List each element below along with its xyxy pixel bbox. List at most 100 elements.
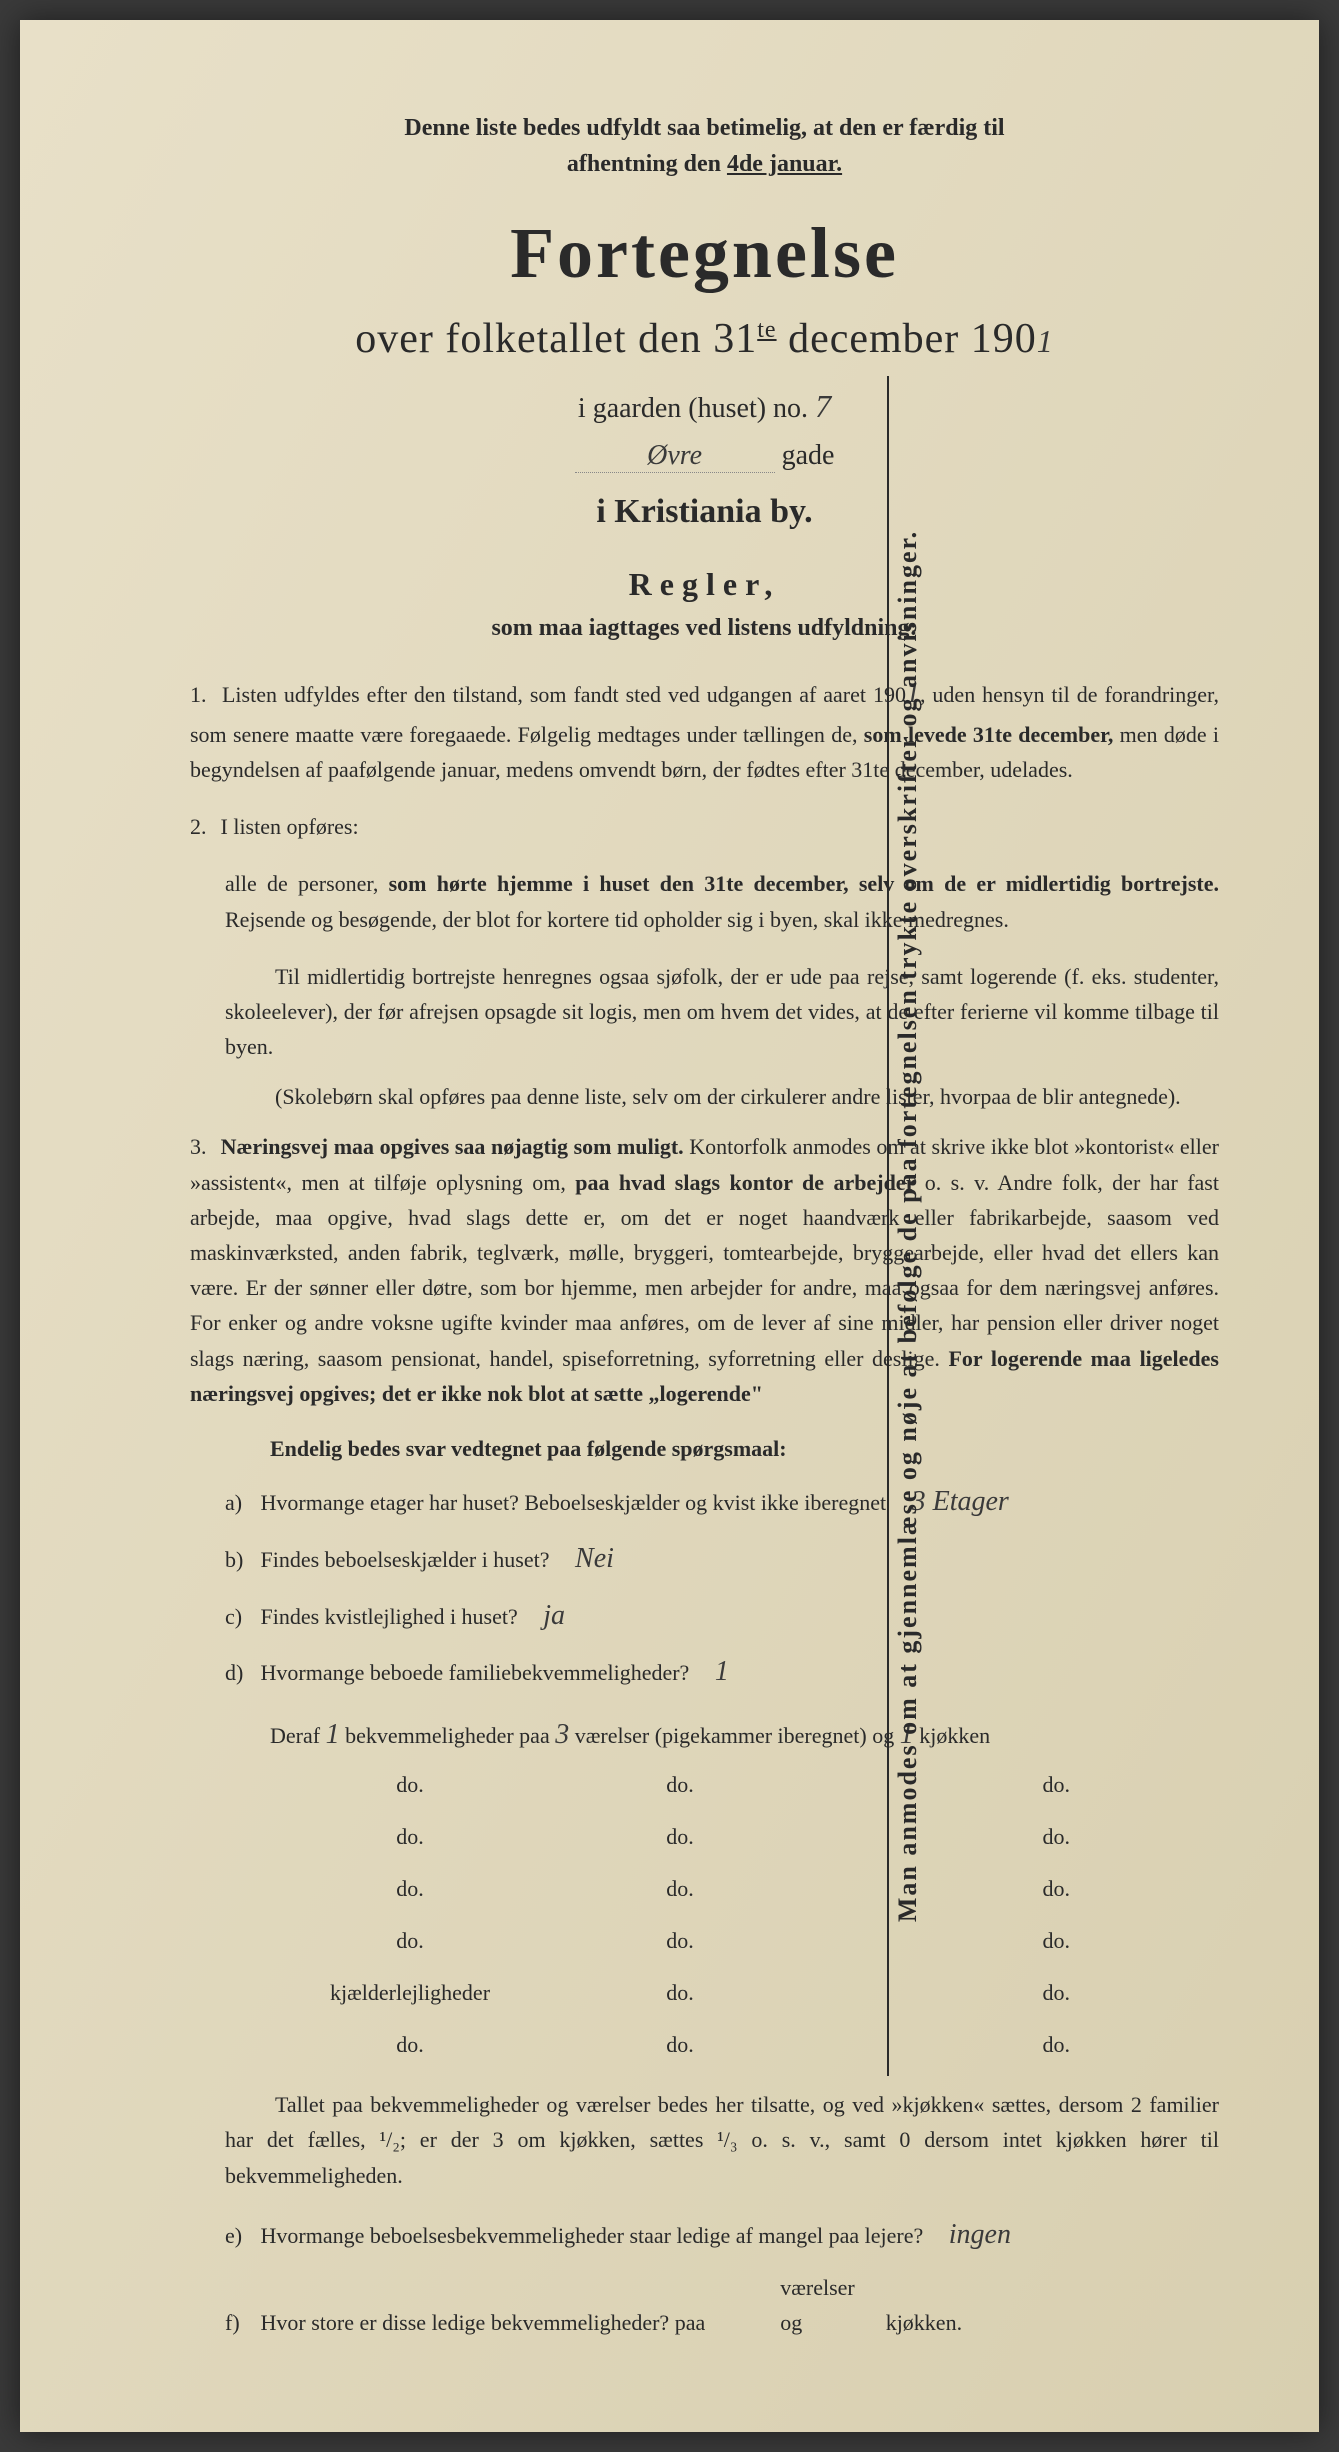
top-note-line2-prefix: afhentning den (567, 151, 727, 177)
gade-suffix: gade (782, 440, 835, 471)
rule2-number: 2. (190, 809, 215, 844)
tr-c3: do. (810, 1867, 1070, 1911)
question-d: d) Hvormange beboede familiebekvemmeligh… (225, 1650, 1219, 1695)
qd-label: d) (225, 1655, 255, 1690)
qa-bold: etager (370, 1490, 424, 1515)
th-v2: 3 (555, 1719, 569, 1750)
document-page: Man anmodes om at gjennemlæse og nøje at… (20, 20, 1319, 2432)
rules-subtitle: som maa iagttages ved listens udfyldning… (190, 615, 1219, 642)
tr-c2: do. (550, 2023, 810, 2067)
qa-label: a) (225, 1485, 255, 1520)
qb-answer: Nei (575, 1537, 614, 1582)
qf-text-c: værelser og (780, 2270, 880, 2340)
qb-label: b) (225, 1542, 255, 1577)
subtitle-prefix: over folketallet den 31 (355, 316, 757, 362)
rule1-text-a: Listen udfyldes efter den tilstand, som … (222, 682, 906, 707)
subtitle-super: te (757, 317, 776, 343)
table-row: do. do. do. (270, 1815, 1219, 1859)
question-b: b) Findes beboelseskjælder i huset? Nei (225, 1537, 1219, 1582)
table-row: do. do. do. (270, 1919, 1219, 1963)
rule2-p1-bold: som hørte hjemme i huset den 31te decemb… (389, 871, 1219, 896)
table-row: do. do. do. (270, 2023, 1219, 2067)
qa-text2: har huset? Beboelseskjælder og kvist (424, 1490, 761, 1515)
th-a: Deraf (270, 1723, 326, 1748)
house-line: i gaarden (huset) no. 7 (190, 388, 1219, 425)
qf-text-d: kjøkken. (886, 2310, 962, 2335)
rule2-p1-a: alle de personer, (225, 871, 389, 896)
tr-c1: do. (270, 1919, 550, 1963)
tr-c3: do. (810, 1971, 1070, 2015)
house-number: 7 (815, 388, 831, 424)
tr-c1: do. (270, 1815, 550, 1859)
th-v1: 1 (326, 1719, 340, 1750)
qa-answer: 3 Etager (912, 1480, 1009, 1525)
main-title: Fortegnelse (190, 212, 1219, 295)
top-instruction: Denne liste bedes udfyldt saa betimelig,… (190, 110, 1219, 182)
subtitle-suffix: december 190 (777, 316, 1037, 362)
rule-2: 2. I listen opføres: (190, 809, 1219, 844)
qa-bold2: ikke iberegnet (761, 1490, 886, 1515)
tr-c2: do. (550, 1815, 810, 1859)
rule2-para1: alle de personer, som hørte hjemme i hus… (225, 866, 1219, 936)
th-c: værelser (pigekammer iberegnet) og (569, 1723, 899, 1748)
tr-c1: do. (270, 1867, 550, 1911)
tr-c1: do. (270, 1763, 550, 1807)
city-line: i Kristiania by. (190, 493, 1219, 531)
tr-c1: do. (270, 2023, 550, 2067)
qd-text: Hvormange (261, 1660, 370, 1685)
qa-text: Hvormange (261, 1490, 370, 1515)
th-d: kjøkken (914, 1723, 990, 1748)
qe-answer: ingen (949, 2213, 1011, 2258)
rule2-p3-bold: (Skolebørn skal opføres paa denne liste,… (275, 1084, 1181, 1109)
qd-text2: familiebekvemmeligheder? (443, 1660, 689, 1685)
question-a: a) Hvormange etager har huset? Beboelses… (225, 1480, 1219, 1525)
qf-text-b: paa (675, 2305, 775, 2340)
qf-label: f) (225, 2305, 255, 2340)
top-note-line1: Denne liste bedes udfyldt saa betimelig,… (404, 115, 1004, 141)
qc-label: c) (225, 1599, 255, 1634)
rule3-text-b: o. s. v. Andre folk, der har fast arbejd… (190, 1170, 1219, 1371)
table-row: do. do. do. (270, 1867, 1219, 1911)
tr-c2: do. (550, 1763, 810, 1807)
rules-title: Regler, (190, 566, 1219, 603)
question-e: e) Hvormange beboelsesbekvemmeligheder s… (225, 2213, 1219, 2258)
rule-1: 1. Listen udfyldes efter den tilstand, s… (190, 672, 1219, 787)
tr-c1-kj: kjælderlejligheder (270, 1971, 550, 2015)
top-note-date: 4de januar. (727, 151, 842, 177)
rule2-para2: Til midlertidig bortrejste henregnes ogs… (225, 959, 1219, 1065)
qd-answer: 1 (715, 1650, 729, 1695)
question-c: c) Findes kvistlejlighed i huset? ja (225, 1594, 1219, 1639)
qc-answer: ja (543, 1594, 565, 1639)
table-row: do. do. do. (270, 1763, 1219, 1807)
tr-c2: do. (550, 1971, 810, 2015)
street-line: Øvre gade (190, 440, 1219, 473)
street-name: Øvre (647, 440, 702, 471)
tr-c2: do. (550, 1919, 810, 1963)
tr-c3: do. (810, 1763, 1070, 1807)
vertical-margin-note: Man anmodes om at gjennemlæse og nøje at… (887, 376, 923, 2076)
subtitle: over folketallet den 31te december 1901 (190, 315, 1219, 363)
rule2-para3: (Skolebørn skal opføres paa denne liste,… (225, 1079, 1219, 1114)
table-row: kjælderlejligheder do. do. (270, 1971, 1219, 2015)
qc-text: Findes kvistlejlighed i huset? (261, 1604, 518, 1629)
rule3-number: 3. (190, 1129, 215, 1164)
tr-c3: do. (810, 1919, 1070, 1963)
rule2-text-a: I listen opføres: (221, 814, 359, 839)
bottom-paragraph: Tallet paa bekvemmeligheder og værelser … (225, 2087, 1219, 2193)
question-f: f) Hvor store er disse ledige bekvemmeli… (225, 2270, 1219, 2340)
year-handwritten: 1 (1037, 323, 1054, 359)
house-prefix: i gaarden (huset) no. (578, 393, 815, 424)
main-content: Denne liste bedes udfyldt saa betimelig,… (190, 110, 1219, 2340)
rule1-number: 1. (190, 677, 215, 712)
table-section: Deraf 1 bekvemmeligheder paa 3 værelser … (270, 1707, 1219, 2067)
rule-3: 3. Næringsvej maa opgives saa nøjagtig s… (190, 1129, 1219, 1411)
qb-text: Findes beboelseskjælder i huset? (261, 1547, 550, 1572)
qe-text: Hvormange beboelsesbekvemmeligheder staa… (261, 2223, 924, 2248)
table-header-row: Deraf 1 bekvemmeligheder paa 3 værelser … (270, 1707, 1219, 1763)
questions-header: Endelig bedes svar vedtegnet paa følgend… (270, 1436, 1219, 1462)
th-b: bekvemmeligheder paa (340, 1723, 556, 1748)
qf-text-a: Hvor store er disse ledige bekvemmelighe… (261, 2310, 670, 2335)
tr-c3: do. (810, 1815, 1070, 1859)
rule3-bold1: Næringsvej maa opgives saa nøjagtig som … (221, 1134, 684, 1159)
qe-label: e) (225, 2218, 255, 2253)
